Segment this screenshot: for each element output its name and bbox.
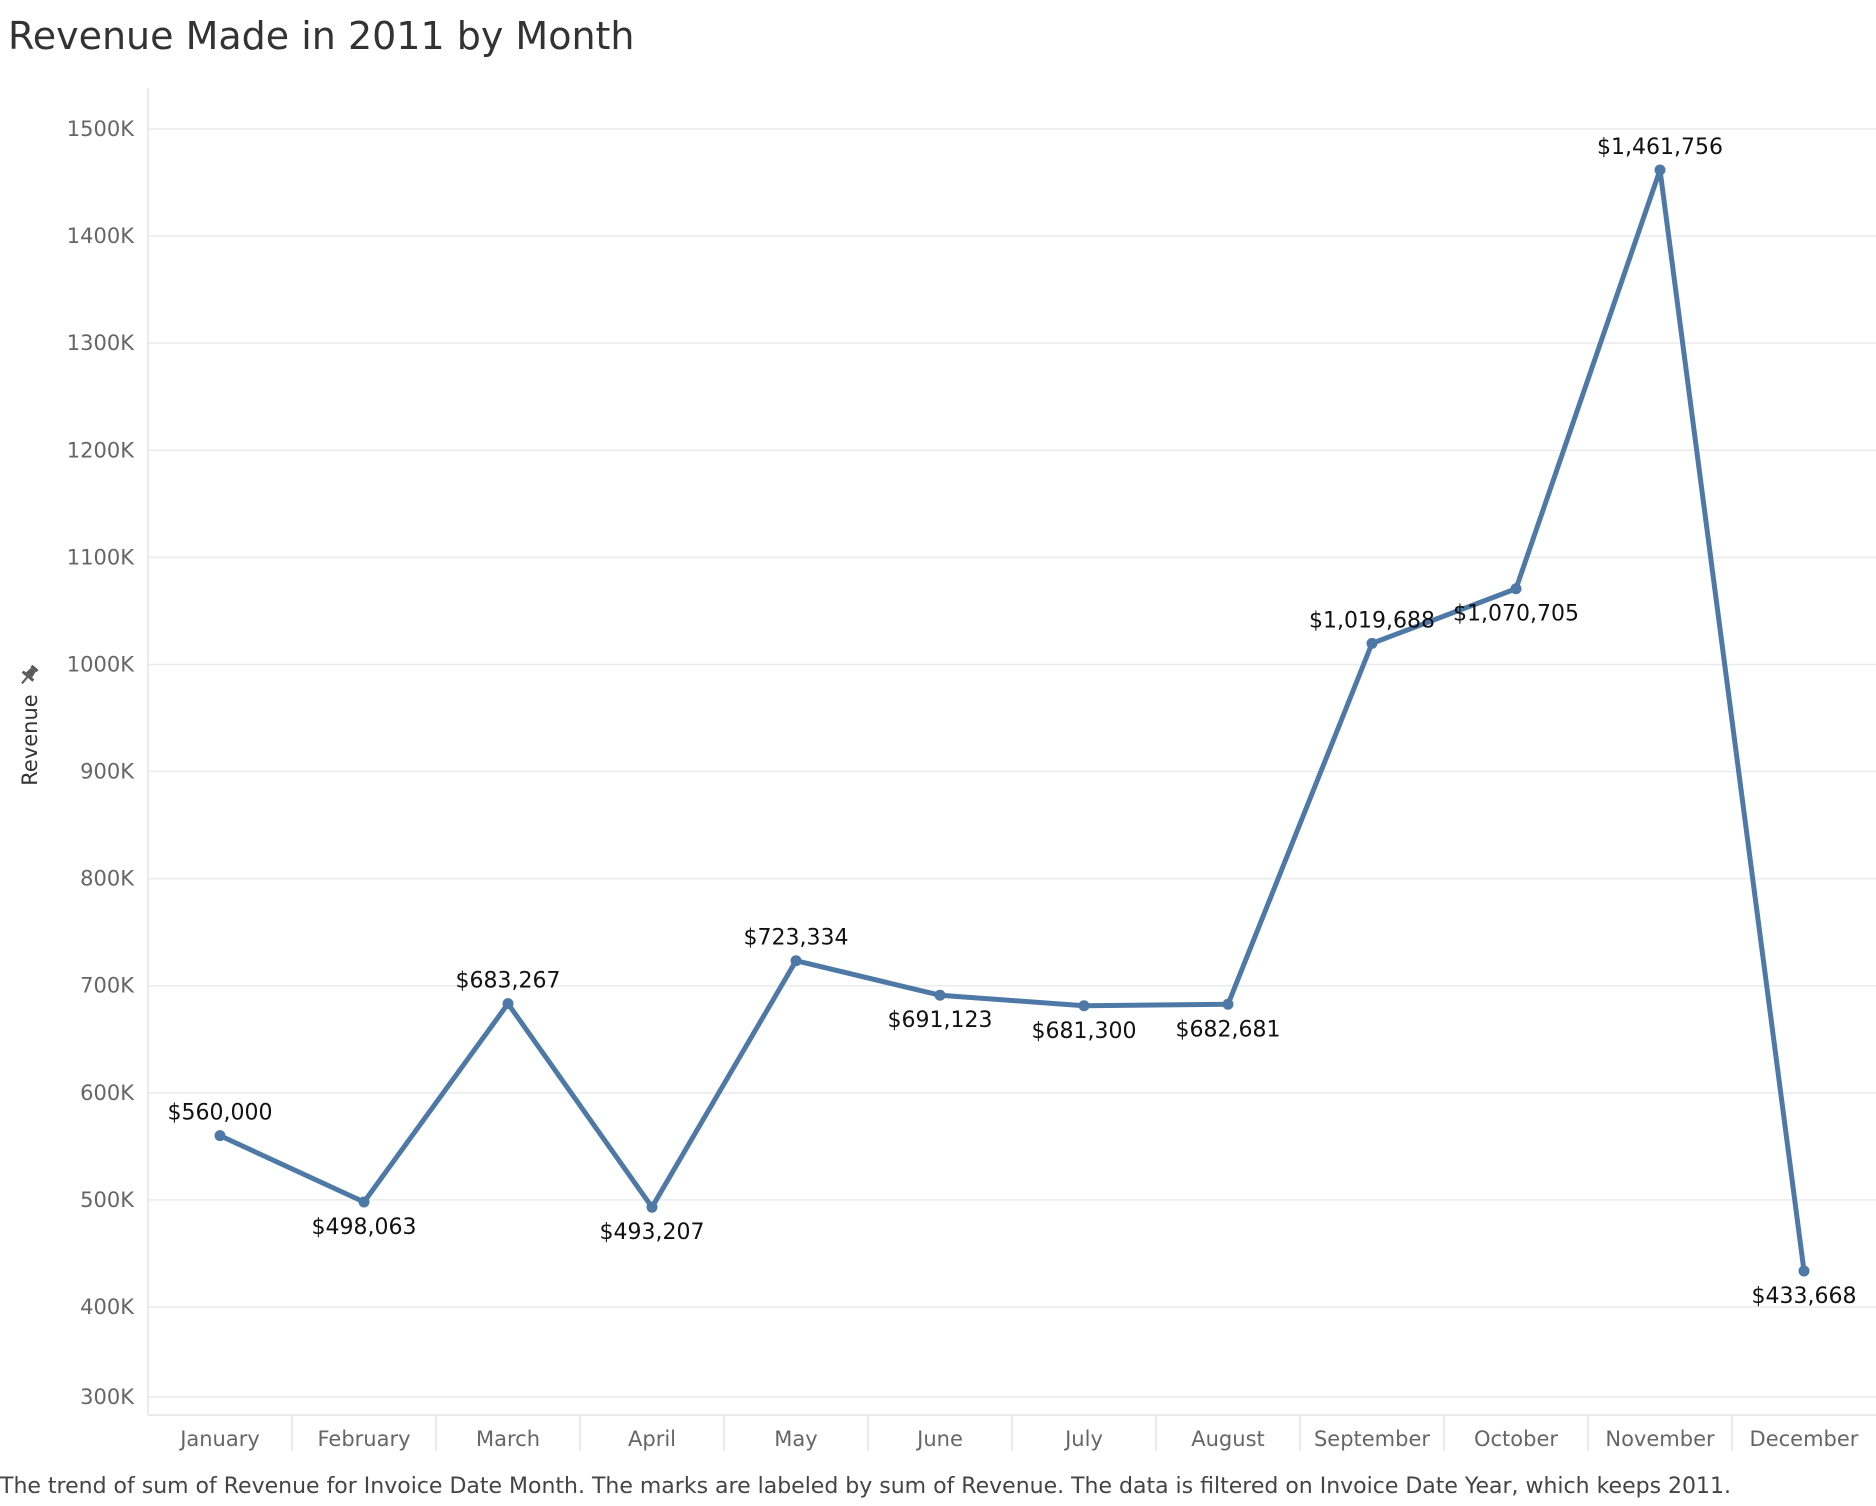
y-tick-label: 700K (80, 974, 135, 998)
pin-icon[interactable] (16, 662, 42, 688)
data-label: $1,461,756 (1597, 135, 1723, 160)
data-label: $1,070,705 (1453, 602, 1579, 627)
data-point[interactable] (214, 1130, 226, 1142)
data-point[interactable] (1798, 1265, 1810, 1277)
data-point[interactable] (358, 1196, 370, 1208)
x-tick-label: March (476, 1427, 540, 1451)
y-tick-label: 1000K (67, 652, 135, 676)
data-label: $498,063 (312, 1215, 417, 1240)
x-tick-label: October (1474, 1427, 1558, 1451)
data-label: $691,123 (888, 1008, 993, 1033)
data-label: $682,681 (1176, 1017, 1281, 1042)
data-point[interactable] (646, 1201, 658, 1213)
data-label: $433,668 (1752, 1284, 1857, 1309)
x-tick-label: January (178, 1427, 260, 1451)
y-tick-label: 1100K (67, 545, 135, 569)
data-point[interactable] (502, 998, 514, 1010)
data-label: $560,000 (168, 1101, 273, 1126)
x-tick-label: August (1191, 1427, 1265, 1451)
y-tick-label: 600K (80, 1081, 135, 1105)
data-point[interactable] (1366, 637, 1378, 649)
data-label: $683,267 (456, 969, 561, 994)
x-tick-label: November (1605, 1427, 1715, 1451)
chart-title: Revenue Made in 2011 by Month (8, 14, 635, 58)
data-point[interactable] (1078, 1000, 1090, 1012)
y-tick-label: 1300K (67, 331, 135, 355)
y-tick-label: 1400K (67, 224, 135, 248)
y-tick-label: 800K (80, 867, 135, 891)
x-tick-label: December (1750, 1427, 1859, 1451)
revenue-line (217, 167, 1807, 1274)
x-tick-label: June (915, 1427, 963, 1451)
data-label: $493,207 (600, 1220, 705, 1245)
x-tick-label: February (317, 1427, 410, 1451)
chart-caption: The trend of sum of Revenue for Invoice … (0, 1474, 1732, 1499)
y-tick-label: 900K (80, 760, 135, 784)
data-point[interactable] (790, 955, 802, 967)
x-tick-label: September (1314, 1427, 1430, 1451)
data-point[interactable] (1654, 164, 1666, 176)
y-tick-label: 300K (80, 1385, 135, 1409)
line-chart: 300K 400K 500K 600K 700K 800K 900K 1000K 1100K 12… (67, 88, 1876, 1451)
x-tick-label: April (628, 1427, 676, 1451)
x-tick-label: July (1063, 1427, 1103, 1451)
y-tick-label: 1200K (67, 438, 135, 462)
data-point[interactable] (1510, 583, 1522, 595)
data-label: $723,334 (744, 926, 849, 951)
data-label: $1,019,688 (1309, 608, 1435, 633)
data-point[interactable] (1222, 998, 1234, 1010)
data-point[interactable] (934, 989, 946, 1001)
data-label: $681,300 (1032, 1019, 1137, 1044)
x-tick-label: May (774, 1427, 817, 1451)
y-tick-label: 400K (80, 1295, 135, 1319)
y-tick-label: 500K (80, 1188, 135, 1212)
y-tick-label: 1500K (67, 117, 135, 141)
